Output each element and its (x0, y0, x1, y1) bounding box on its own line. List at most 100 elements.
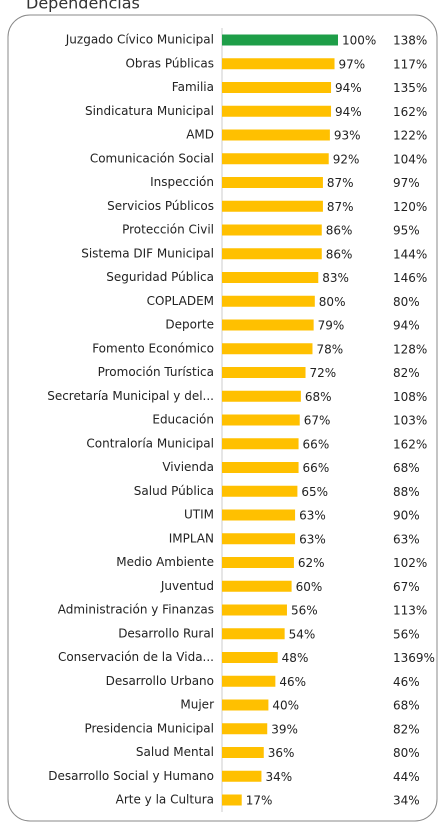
secondary-value: 1369% (393, 651, 435, 665)
bar (222, 747, 264, 758)
secondary-value: 82% (393, 722, 420, 736)
bar (222, 367, 306, 378)
value-label: 34% (265, 770, 292, 784)
bar (222, 224, 322, 236)
category-label: Educación (152, 413, 214, 427)
category-label: Presidencia Municipal (84, 721, 214, 735)
bar (222, 414, 300, 426)
secondary-value: 56% (393, 627, 420, 641)
category-label: Obras Públicas (125, 56, 214, 70)
category-label: Vivienda (162, 460, 214, 474)
bar (222, 794, 242, 806)
value-label: 60% (296, 580, 323, 594)
secondary-value: 103% (393, 414, 427, 428)
bar (222, 438, 299, 450)
bar (222, 272, 319, 283)
value-label: 63% (299, 509, 326, 523)
category-label: COPLADEM (147, 294, 214, 308)
value-label: 66% (303, 461, 330, 475)
bar (222, 248, 322, 260)
value-label: 87% (327, 200, 354, 214)
value-label: 86% (326, 247, 353, 261)
bar (222, 462, 299, 473)
value-label: 92% (333, 152, 360, 166)
secondary-value: 63% (393, 532, 420, 546)
value-label: 36% (268, 746, 295, 760)
category-label: Desarrollo Social y Humano (48, 769, 214, 783)
secondary-value: 88% (393, 485, 420, 499)
secondary-value: 128% (393, 342, 427, 356)
bar (222, 343, 313, 355)
secondary-value: 108% (393, 390, 427, 404)
secondary-value: 44% (393, 770, 420, 784)
bar (222, 200, 323, 212)
category-label: Servicios Públicos (107, 199, 214, 213)
secondary-value: 146% (393, 271, 427, 285)
secondary-value: 117% (393, 57, 427, 71)
category-label: Protección Civil (122, 223, 214, 237)
value-label: 86% (326, 224, 353, 238)
category-label: Desarrollo Urbano (106, 674, 214, 688)
category-label: Comunicación Social (90, 151, 214, 165)
bar (222, 390, 301, 402)
bar (222, 105, 332, 117)
bar (222, 723, 268, 735)
bar (222, 770, 262, 782)
category-label: Sindicatura Municipal (85, 104, 214, 118)
bar (222, 580, 292, 592)
value-label: 67% (304, 414, 331, 428)
bar (222, 652, 278, 663)
secondary-value: 68% (393, 699, 420, 713)
value-label: 66% (303, 437, 330, 451)
bar (222, 675, 276, 687)
value-label: 46% (279, 675, 306, 689)
value-label: 97% (339, 57, 366, 71)
value-label: 39% (271, 722, 298, 736)
category-label: Juzgado Cívico Municipal (65, 33, 214, 47)
secondary-value: 67% (393, 580, 420, 594)
value-label: 94% (335, 81, 362, 95)
bar (222, 628, 285, 640)
secondary-value: 97% (393, 176, 420, 190)
secondary-value: 144% (393, 247, 427, 261)
value-label: 80% (319, 295, 346, 309)
category-label: Medio Ambiente (116, 555, 214, 569)
secondary-value: 95% (393, 224, 420, 238)
category-label: Contraloría Municipal (86, 436, 214, 450)
value-label: 83% (322, 271, 349, 285)
bar (222, 319, 314, 331)
secondary-value: 120% (393, 200, 427, 214)
value-label: 62% (298, 556, 325, 570)
bar (222, 295, 315, 307)
secondary-value: 82% (393, 366, 420, 380)
secondary-value: 68% (393, 461, 420, 475)
category-label: Conservación de la Vida... (58, 650, 214, 664)
category-label: Salud Mental (136, 745, 214, 759)
chart-title: Dependencias (26, 0, 140, 13)
value-label: 100% (342, 34, 376, 48)
bar (222, 485, 298, 497)
secondary-value: 90% (393, 509, 420, 523)
bar (222, 557, 294, 568)
category-label: Administración y Finanzas (58, 603, 214, 617)
value-label: 87% (327, 176, 354, 190)
value-label: 17% (246, 794, 273, 808)
bar (222, 177, 323, 188)
value-label: 40% (272, 699, 299, 713)
secondary-value: 104% (393, 152, 427, 166)
category-label: Fomento Económico (92, 341, 214, 355)
value-label: 48% (282, 651, 309, 665)
category-label: Secretaría Municipal y del... (47, 389, 214, 403)
category-label: Seguridad Pública (106, 270, 214, 284)
secondary-value: 80% (393, 295, 420, 309)
bar (222, 533, 296, 545)
category-label: Promoción Turística (98, 365, 214, 379)
secondary-value: 46% (393, 675, 420, 689)
secondary-value: 102% (393, 556, 427, 570)
value-label: 72% (310, 366, 337, 380)
bar (222, 34, 338, 46)
secondary-value: 122% (393, 129, 427, 143)
category-label: Mujer (180, 698, 214, 712)
category-label: UTIM (184, 508, 214, 522)
